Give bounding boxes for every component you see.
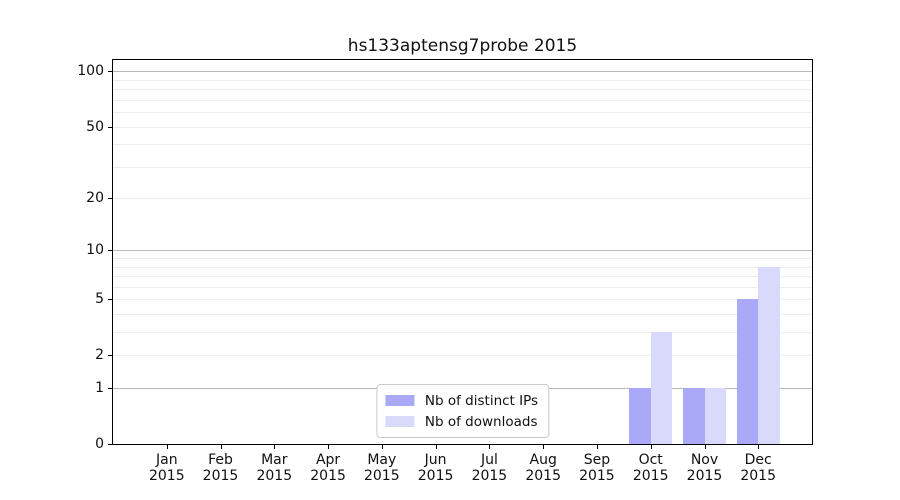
y-tick-label: 100 xyxy=(77,63,104,80)
bar-distinct-ips-nov xyxy=(683,388,705,444)
x-tick-month: Oct xyxy=(638,452,663,468)
x-tick-month: Jun xyxy=(424,452,447,468)
x-tick-year: 2015 xyxy=(256,468,293,484)
x-tick-label: Apr 2015 xyxy=(293,452,363,484)
y-gridline-minor xyxy=(113,276,812,278)
x-tick-label: Feb 2015 xyxy=(186,452,256,484)
x-tick-month: Apr xyxy=(315,452,341,468)
x-tick-month: Feb xyxy=(208,452,233,468)
legend-swatch-distinct-ips xyxy=(384,395,414,406)
x-tick-year: 2015 xyxy=(363,468,400,484)
legend-swatch-downloads xyxy=(384,416,414,427)
x-tick-month: Jul xyxy=(480,452,498,468)
plot-area: Nb of distinct IPs Nb of downloads xyxy=(112,59,813,445)
x-tick-mark xyxy=(596,445,598,449)
x-tick-label: Nov 2015 xyxy=(670,452,740,484)
bar-downloads-dec xyxy=(758,266,780,444)
y-gridline-major xyxy=(113,250,812,252)
x-tick-label: Sep 2015 xyxy=(562,452,632,484)
y-gridline-minor xyxy=(113,258,812,260)
y-gridline-minor xyxy=(113,89,812,91)
x-tick-mark xyxy=(543,445,545,449)
x-tick-mark xyxy=(435,445,437,449)
y-gridline-minor xyxy=(113,144,812,146)
x-tick-year: 2015 xyxy=(632,468,669,484)
y-tick-label: 2 xyxy=(95,347,104,364)
legend-label-downloads: Nb of downloads xyxy=(424,413,538,430)
x-tick-label: Oct 2015 xyxy=(616,452,686,484)
bar-downloads-nov xyxy=(704,388,726,444)
y-gridline-minor xyxy=(113,355,812,357)
y-gridline-minor xyxy=(113,286,812,288)
x-tick-label: May 2015 xyxy=(347,452,417,484)
x-tick-year: 2015 xyxy=(525,468,561,484)
y-gridline-minor xyxy=(113,79,812,81)
x-tick-label: Mar 2015 xyxy=(239,452,309,484)
x-tick-label: Dec 2015 xyxy=(723,452,793,484)
legend-label-distinct-ips: Nb of distinct IPs xyxy=(424,392,539,409)
bar-distinct-ips-dec xyxy=(736,299,759,444)
x-tick-month: Aug xyxy=(529,452,557,468)
x-tick-mark xyxy=(381,445,383,449)
x-tick-mark xyxy=(704,445,706,449)
x-tick-label: Jul 2015 xyxy=(454,452,524,484)
y-tick-label: 0 xyxy=(95,436,104,452)
x-tick-mark xyxy=(650,445,652,449)
y-tick-label: 20 xyxy=(86,190,104,207)
y-gridline-minor xyxy=(113,332,812,334)
y-gridline-minor xyxy=(113,299,812,301)
y-gridline-minor xyxy=(113,99,812,101)
x-tick-label: Aug 2015 xyxy=(508,452,578,484)
x-tick-mark xyxy=(328,445,330,449)
y-gridline-minor xyxy=(113,266,812,268)
legend: Nb of distinct IPs Nb of downloads xyxy=(375,384,550,438)
y-tick-label: 1 xyxy=(95,380,104,396)
x-tick-mark xyxy=(758,445,760,449)
x-tick-year: 2015 xyxy=(579,468,615,484)
y-gridline-minor xyxy=(113,166,812,168)
legend-item-downloads: Nb of downloads xyxy=(384,411,538,432)
y-tick-label: 5 xyxy=(95,291,104,308)
y-gridline-minor xyxy=(113,112,812,114)
y-gridline-minor xyxy=(113,314,812,316)
x-tick-month: Sep xyxy=(583,452,611,468)
x-tick-year: 2015 xyxy=(148,468,185,484)
y-gridline-minor xyxy=(113,126,812,128)
x-tick-year: 2015 xyxy=(202,468,239,484)
x-tick-month: May xyxy=(367,452,397,468)
x-tick-month: Mar xyxy=(261,452,288,468)
x-tick-month: Nov xyxy=(690,452,719,468)
x-tick-year: 2015 xyxy=(417,468,454,484)
x-tick-month: Jan xyxy=(156,452,178,468)
x-tick-year: 2015 xyxy=(740,468,776,484)
bar-downloads-oct xyxy=(650,332,673,444)
x-tick-mark xyxy=(220,445,222,449)
y-gridline-major xyxy=(113,71,812,73)
x-tick-year: 2015 xyxy=(471,468,508,484)
x-tick-label: Jan 2015 xyxy=(132,452,202,484)
x-tick-month: Dec xyxy=(744,452,772,468)
y-tick-label: 50 xyxy=(86,118,104,135)
legend-item-distinct-ips: Nb of distinct IPs xyxy=(384,390,539,411)
bar-distinct-ips-oct xyxy=(629,388,651,444)
x-tick-year: 2015 xyxy=(310,468,346,484)
x-tick-mark xyxy=(489,445,491,449)
y-tick-label: 10 xyxy=(86,242,104,259)
y-gridline-minor xyxy=(113,198,812,200)
x-tick-mark xyxy=(274,445,276,449)
x-tick-mark xyxy=(166,445,168,449)
x-tick-label: Jun 2015 xyxy=(401,452,471,484)
chart-title: hs133aptensg7probe 2015 xyxy=(347,36,578,56)
x-tick-year: 2015 xyxy=(686,468,723,484)
